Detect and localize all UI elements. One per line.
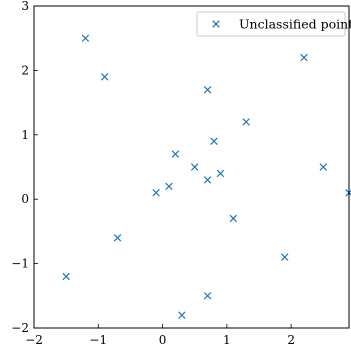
- data-point: [242, 118, 250, 126]
- x-tick-label: −1: [89, 333, 107, 347]
- data-point: [152, 189, 160, 197]
- y-tick-label: −1: [11, 257, 29, 271]
- legend-label: Unclassified points: [239, 17, 351, 32]
- data-point: [178, 311, 186, 319]
- legend-box: [196, 11, 346, 37]
- data-point: [165, 182, 173, 191]
- data-point: [190, 163, 199, 171]
- x-tick-label: −2: [25, 333, 43, 347]
- data-point: [100, 73, 109, 81]
- y-tick-label: 1: [21, 128, 29, 142]
- plot-frame: [33, 5, 350, 329]
- y-tick-label: 3: [21, 0, 29, 13]
- data-point: [203, 85, 212, 94]
- legend-marker-x: [212, 20, 220, 28]
- axis-ticks: −2 −1 0 1 2 −2 −1 0 1 2 3: [11, 0, 295, 347]
- data-point: [203, 292, 212, 300]
- data-point: [216, 169, 225, 178]
- data-points: [62, 34, 351, 319]
- y-tick-label: −2: [11, 321, 29, 335]
- data-point: [171, 150, 180, 158]
- data-point: [345, 189, 351, 197]
- data-point: [210, 137, 218, 145]
- y-tick-label: 0: [21, 192, 29, 206]
- data-point: [319, 163, 328, 171]
- data-point: [81, 34, 90, 42]
- x-tick-label: 2: [287, 333, 295, 347]
- data-point: [62, 272, 70, 281]
- x-tick-label: 0: [159, 333, 167, 347]
- legend-marker-icon: [212, 20, 220, 28]
- data-point: [300, 53, 308, 62]
- data-point: [280, 253, 289, 261]
- x-tick-label: 1: [223, 333, 231, 347]
- data-point: [229, 214, 238, 223]
- data-point: [203, 176, 212, 184]
- y-tick-label: 2: [21, 63, 29, 77]
- legend: Unclassified points: [196, 11, 351, 37]
- data-point: [113, 234, 122, 242]
